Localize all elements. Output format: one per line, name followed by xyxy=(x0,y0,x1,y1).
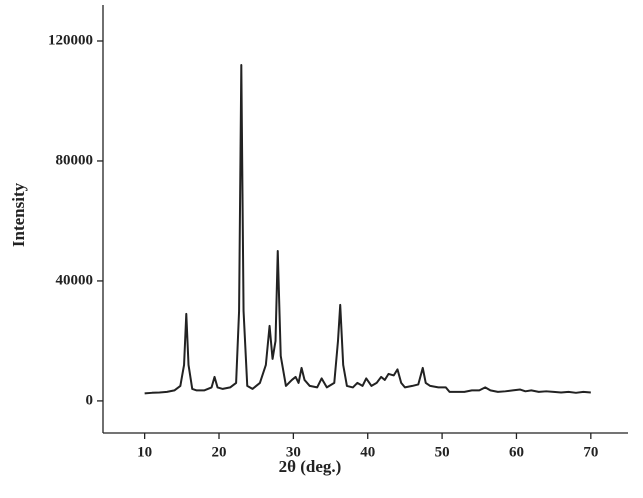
x-tick-label: 20 xyxy=(212,444,227,460)
x-tick-label: 40 xyxy=(360,444,375,460)
pattern-line xyxy=(144,63,591,395)
x-tick-label: 50 xyxy=(435,444,450,460)
y-axis-label: Intensity xyxy=(9,182,28,247)
x-tick-label: 60 xyxy=(509,444,524,460)
x-tick-label: 30 xyxy=(286,444,301,460)
x-axis-label: 2θ (deg.) xyxy=(279,457,342,476)
x-tick-label: 10 xyxy=(137,444,152,460)
y-tick-label: 120000 xyxy=(48,32,93,48)
x-tick-label: 70 xyxy=(583,444,598,460)
y-tick-label: 40000 xyxy=(56,272,94,288)
y-tick-label: 80000 xyxy=(56,152,94,168)
y-tick-label: 0 xyxy=(86,392,94,408)
